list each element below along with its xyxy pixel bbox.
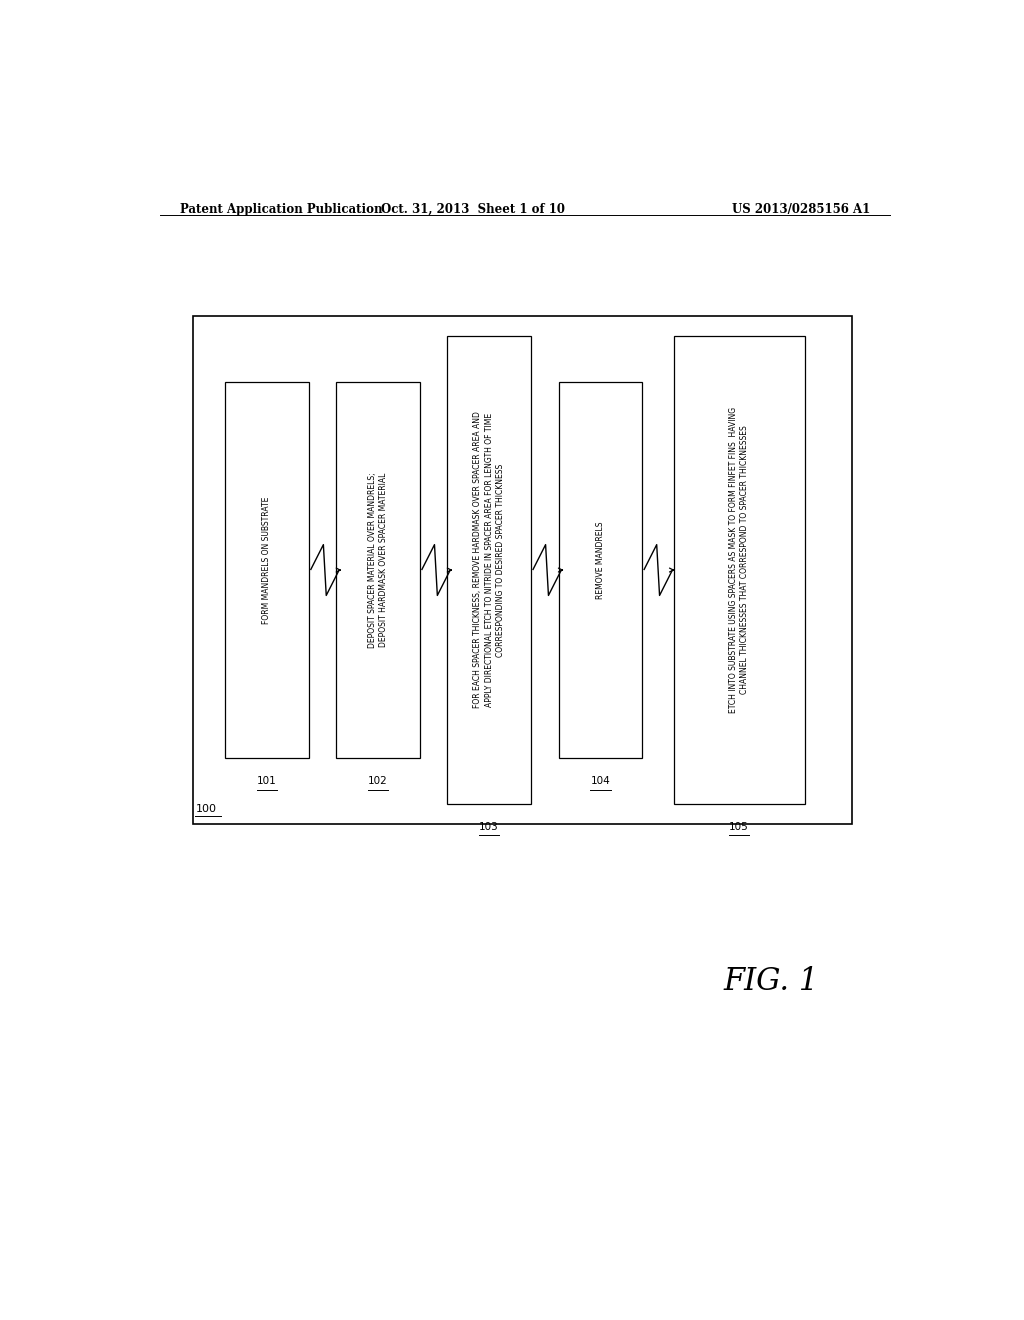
- Text: 105: 105: [729, 822, 749, 832]
- Text: Oct. 31, 2013  Sheet 1 of 10: Oct. 31, 2013 Sheet 1 of 10: [381, 203, 565, 216]
- Text: 104: 104: [590, 776, 610, 787]
- Text: REMOVE MANDRELS: REMOVE MANDRELS: [596, 521, 605, 599]
- Text: FORM MANDRELS ON SUBSTRATE: FORM MANDRELS ON SUBSTRATE: [262, 496, 271, 623]
- Text: 100: 100: [196, 804, 216, 814]
- Bar: [225, 381, 308, 758]
- Text: 103: 103: [479, 822, 499, 832]
- Text: DEPOSIT SPACER MATERIAL OVER MANDRELS;
DEPOSIT HARDMASK OVER SPACER MATERIAL: DEPOSIT SPACER MATERIAL OVER MANDRELS; D…: [368, 473, 388, 648]
- Text: Patent Application Publication: Patent Application Publication: [179, 203, 382, 216]
- Text: FOR EACH SPACER THICKNESS, REMOVE HARDMASK OVER SPACER AREA AND
APPLY DIRECTIONA: FOR EACH SPACER THICKNESS, REMOVE HARDMA…: [473, 412, 505, 709]
- Bar: [194, 315, 852, 824]
- Bar: [674, 337, 805, 804]
- Text: US 2013/0285156 A1: US 2013/0285156 A1: [732, 203, 870, 216]
- Bar: [447, 337, 530, 804]
- Text: FIG. 1: FIG. 1: [723, 966, 818, 997]
- Text: 102: 102: [368, 776, 388, 787]
- Bar: [558, 381, 642, 758]
- Text: ETCH INTO SUBSTRATE USING SPACERS AS MASK TO FORM FINFET FINS  HAVING
CHANNEL TH: ETCH INTO SUBSTRATE USING SPACERS AS MAS…: [729, 407, 750, 713]
- Bar: [336, 381, 420, 758]
- Text: 101: 101: [257, 776, 276, 787]
